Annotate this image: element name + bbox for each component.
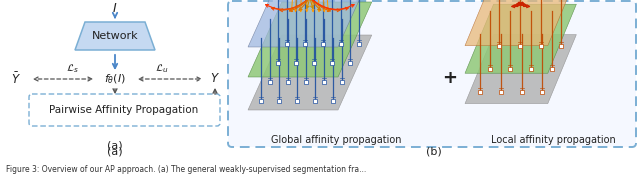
- Text: $I$: $I$: [113, 2, 118, 15]
- FancyBboxPatch shape: [228, 1, 636, 147]
- Polygon shape: [248, 0, 372, 47]
- Polygon shape: [248, 35, 372, 110]
- Text: Figure 3: Overview of our AP approach. (a) The general weakly-supervised segment: Figure 3: Overview of our AP approach. (…: [6, 166, 366, 174]
- Text: (a): (a): [107, 141, 123, 151]
- FancyBboxPatch shape: [29, 94, 220, 126]
- Polygon shape: [465, 4, 577, 73]
- Text: $\bar{Y}$: $\bar{Y}$: [11, 71, 21, 87]
- Text: Local affinity propagation: Local affinity propagation: [491, 135, 616, 145]
- Polygon shape: [465, 35, 577, 104]
- Text: $\mathcal{L}_u$: $\mathcal{L}_u$: [156, 63, 169, 75]
- Polygon shape: [248, 2, 372, 77]
- Text: Pairwise Affinity Propagation: Pairwise Affinity Propagation: [49, 105, 198, 115]
- Text: +: +: [442, 69, 458, 87]
- Text: $\mathcal{L}_s$: $\mathcal{L}_s$: [65, 63, 79, 75]
- Polygon shape: [465, 0, 577, 46]
- Text: $f_{\theta}(I)$: $f_{\theta}(I)$: [104, 72, 126, 86]
- Text: Global affinity propagation: Global affinity propagation: [271, 135, 401, 145]
- Text: Network: Network: [92, 31, 138, 41]
- Text: $Y$: $Y$: [210, 72, 220, 85]
- Text: (a): (a): [107, 147, 123, 157]
- Text: (b): (b): [426, 147, 442, 157]
- Polygon shape: [75, 22, 155, 50]
